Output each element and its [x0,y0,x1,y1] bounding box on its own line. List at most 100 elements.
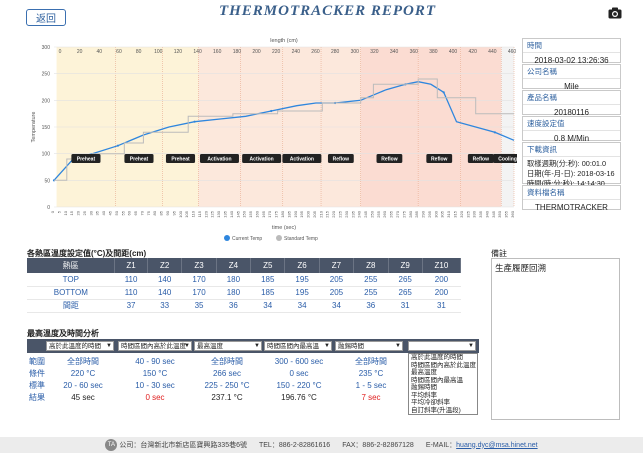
product-label: 產品名稱 [523,91,620,105]
x-tick-label: 0 [50,210,55,213]
zone-label: Reflow [431,157,448,163]
dropdown-option[interactable]: 時間區間內高於此溫度 [411,361,476,369]
x-tick-label: 235 [350,210,355,217]
analysis-row: 結果 45 sec 0 sec 237.1 °C 196.76 °C 7 sec [27,391,407,403]
select-value: 時間區間內高於此溫度 [121,343,186,350]
zones-row-label: BOTTOM [27,286,115,300]
zones-header: Z9 [388,258,423,273]
dropdown-option[interactable]: 時間區間內最高溫 [411,376,463,384]
x-tick-label: 125 [210,210,215,217]
zone-label: Activation [207,157,231,163]
file-panel: 資料檔名稱 THERMOTRACKER [522,185,621,212]
x-tick-label: 295 [427,210,432,217]
zones-cell: 195 [284,286,320,300]
dropdown-option[interactable]: 融錫時間 [411,384,437,391]
analysis-title: 最高溫度及時間分析 [27,329,99,338]
zones-cell: 185 [250,273,285,287]
analysis-cell: 150 - 220 °C [276,380,322,390]
dropdown-option[interactable]: 平均斜率 [411,391,437,399]
x-tick-label: 270 [395,210,400,217]
standard-temp-line [54,78,514,181]
x-tick-label: 250 [369,210,374,217]
analysis-select-5[interactable]: 融錫時間 ▼ [335,341,403,351]
chevron-down-icon: ▼ [106,343,112,349]
analysis-table: 範圍 全部時間 40 - 90 sec 全部時間 300 - 600 sec 全部時間 條件… [27,355,407,403]
zone-label-bg [71,154,101,163]
analysis-select-6[interactable]: ▼ [408,341,476,351]
x-tick-label: 85 [159,210,164,215]
top-tick-label: 20 [77,49,83,55]
product-value: 20180116 [554,108,589,117]
zones-header: Z5 [250,258,286,273]
analysis-dropdown-list[interactable]: 高於此溫度的時間 時間區間內高於此溫度 最高溫度 時間區間內最高溫 融錫時間 平均斜率 平均… [408,353,478,415]
zone-label-bg [493,154,517,163]
analysis-select-1[interactable]: 高於此溫度的時間 ▼ [46,341,114,351]
analysis-select-4[interactable]: 時間區間內最高溫 ▼ [264,341,332,351]
x-tick-label: 240 [357,210,362,217]
analysis-cell: 10 - 30 sec [135,380,175,390]
x-tick-label: 185 [286,210,291,217]
chevron-down-icon: ▼ [184,343,190,349]
x-tick-label: 175 [274,210,279,217]
x-tick-label: 110 [191,210,196,217]
y-tick-label: 300 [42,45,51,51]
analysis-select-2[interactable]: 時間區間內高於此溫度 ▼ [118,341,192,351]
x-tick-label: 180 [280,210,285,217]
x-tick-label: 275 [401,210,406,217]
zones-title: 各熱區溫度設定值(°C)及間距(cm) [27,249,147,258]
x-tick-label: 310 [446,210,451,217]
dropdown-option[interactable]: 平均冷卻斜率 [411,399,450,406]
speed-value: 0.8 M/Min [553,134,590,143]
x-tick-label: 130 [216,210,221,217]
download-date: 日期(年-月-日): 2018-03-16 [527,169,615,178]
current-temp-point [493,131,496,134]
footer-email-link[interactable]: huang.dyc@msa.hinet.net [456,441,538,449]
x-tick-label: 145 [235,210,240,217]
top-tick-label: 80 [136,49,142,55]
dropdown-option[interactable]: 最高溫度 [411,369,437,376]
notes-label: 備註 [491,249,507,258]
camera-icon[interactable] [608,7,622,19]
x-tick-label: 65 [133,210,138,215]
zone-label: Activation [250,157,274,163]
zones-header: 熱區 [27,258,116,273]
x-tick-label: 220 [331,210,336,217]
x-tick-label: 165 [261,210,266,217]
analysis-row-label: 標準 [29,380,45,390]
zones-header: Z6 [284,258,320,273]
zones-cell: 170 [181,273,217,287]
top-tick-label: 180 [233,49,242,55]
x-tick-label: 45 [108,210,113,215]
product-panel: 產品名稱 20180116 [522,90,621,117]
zones-table: 熱區 Z1 Z2 Z3 Z4 Z5 Z6 Z7 Z8 Z9 Z10 TOP 110… [27,258,462,313]
chevron-down-icon: ▼ [254,343,260,349]
top-tick-label: 220 [272,49,281,55]
legend-current-label: Current Temp [232,236,262,242]
x-tick-label: 75 [146,210,151,215]
top-tick-label: 380 [429,49,438,55]
x-axis-title: time (sec) [272,225,296,231]
analysis-select-3[interactable]: 最高溫度 ▼ [194,341,262,351]
dropdown-option[interactable]: 自訂斜率(升溫段) [411,406,461,414]
back-button[interactable]: 返回 [26,9,66,26]
analysis-cell: 全部時間 [355,356,387,366]
x-tick-label: 330 [472,210,477,217]
zone-label: Reflow [333,157,350,163]
zones-cell: 255 [353,286,388,300]
dropdown-option[interactable]: 高於此溫度的時間 [411,354,463,361]
zones-header: Z4 [216,258,252,273]
x-tick-label: 205 [312,210,317,217]
analysis-row: 標準 20 - 60 sec 10 - 30 sec 225 - 250 °C 150 … [27,379,407,391]
company-label: 公司名稱 [523,65,620,79]
x-tick-label: 60 [127,210,132,215]
x-tick-label: 70 [139,210,144,215]
zones-row: TOP 110 140 170 180 185 195 205 255 265 200 [27,273,461,287]
analysis-cell: 220 °C [70,368,96,378]
top-tick-label: 140 [193,49,202,55]
x-tick-label: 280 [408,210,413,217]
notes-textarea[interactable]: 生產履歷回溯 [491,258,620,420]
legend-standard-marker [276,235,282,241]
current-temp-point [442,91,445,94]
analysis-cell: 7 sec [361,392,381,402]
